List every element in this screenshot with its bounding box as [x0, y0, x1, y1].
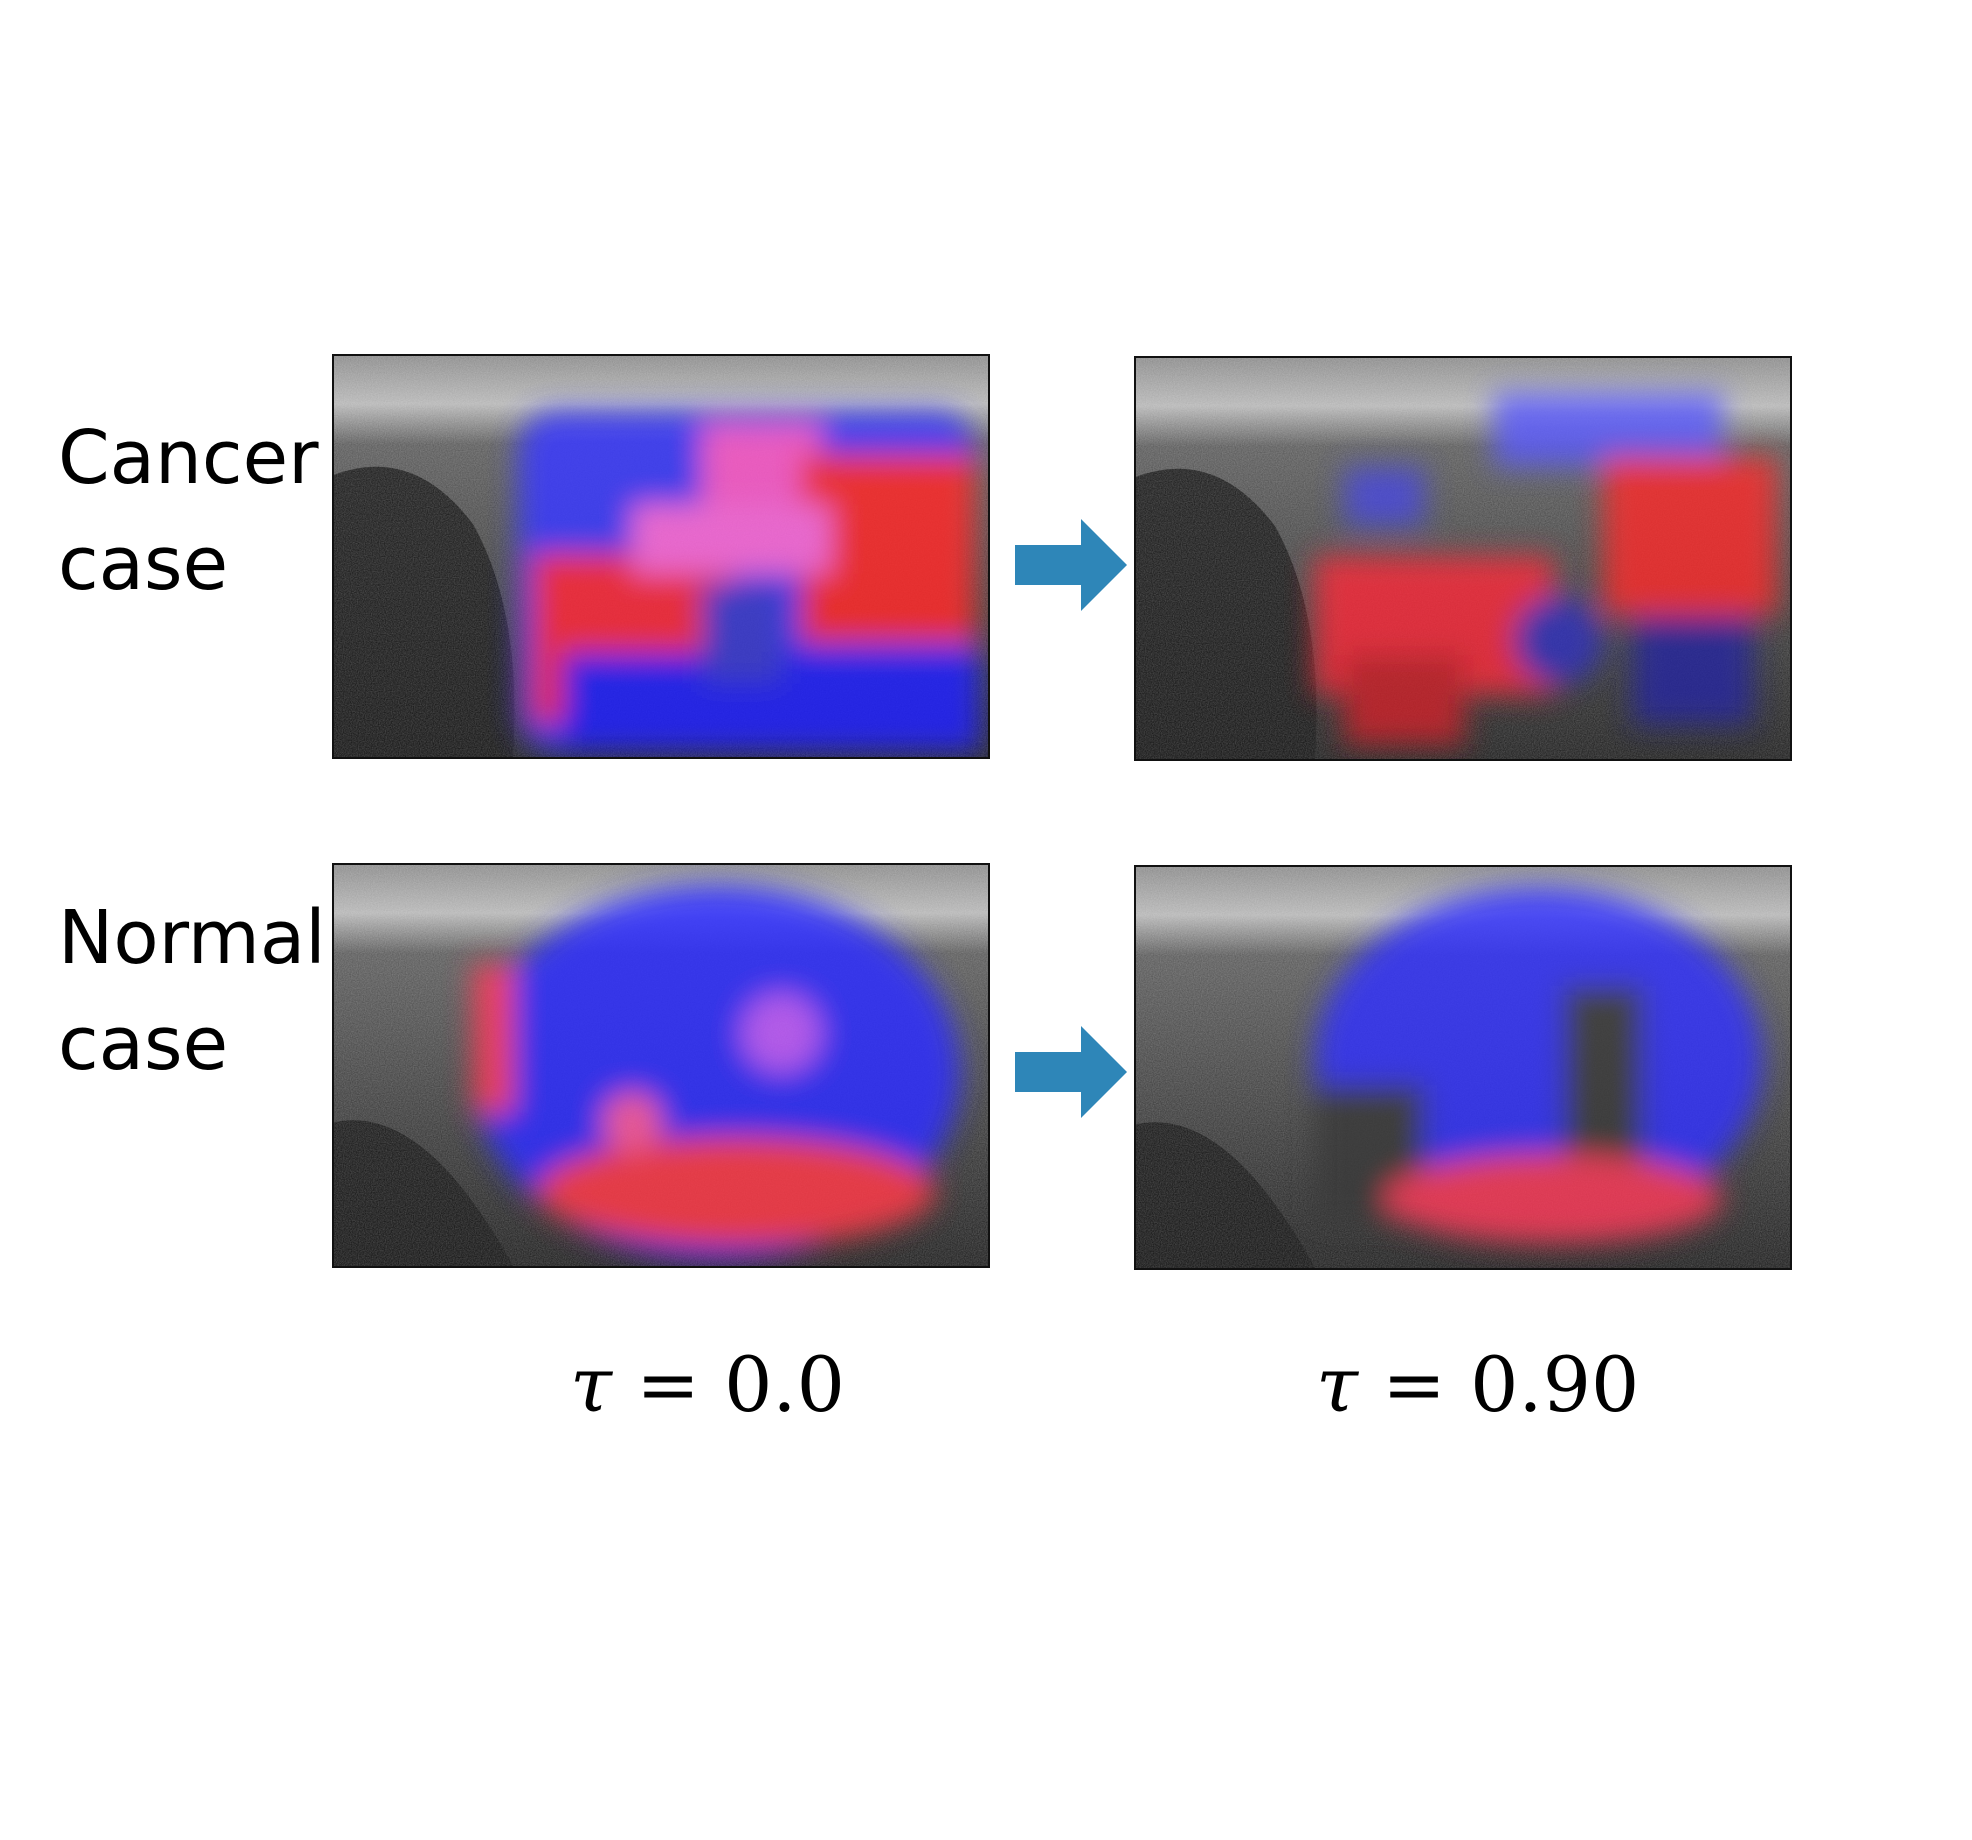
tau-label-col2: τ = 0.90	[1316, 1340, 1639, 1429]
row-label-cancer-line1: Cancer	[58, 415, 319, 501]
tau-equals: =	[1382, 1340, 1446, 1429]
arrow-right-icon	[1015, 519, 1127, 611]
tau-value: 0.0	[724, 1340, 845, 1429]
row-label-normal: Normal case	[58, 885, 326, 1097]
tau-value: 0.90	[1470, 1340, 1640, 1429]
tau-symbol: τ	[570, 1340, 613, 1429]
tau-label-col1: τ = 0.0	[570, 1340, 845, 1429]
tau-equals: =	[636, 1340, 700, 1429]
ultrasound-heatmap-image	[334, 356, 988, 757]
arrow-right-icon	[1015, 1026, 1127, 1118]
panel-normal-tau0	[332, 863, 990, 1268]
panel-normal-tau090	[1134, 865, 1792, 1270]
tau-symbol: τ	[1316, 1340, 1359, 1429]
row-label-cancer-line2: case	[58, 521, 229, 607]
panel-cancer-tau0	[332, 354, 990, 759]
row-label-cancer: Cancer case	[58, 405, 319, 617]
row-label-normal-line2: case	[58, 1001, 229, 1087]
ultrasound-heatmap-image	[334, 865, 988, 1266]
ultrasound-heatmap-image	[1136, 358, 1790, 759]
panel-cancer-tau090	[1134, 356, 1792, 761]
row-label-normal-line1: Normal	[58, 895, 326, 981]
ultrasound-heatmap-image	[1136, 867, 1790, 1268]
